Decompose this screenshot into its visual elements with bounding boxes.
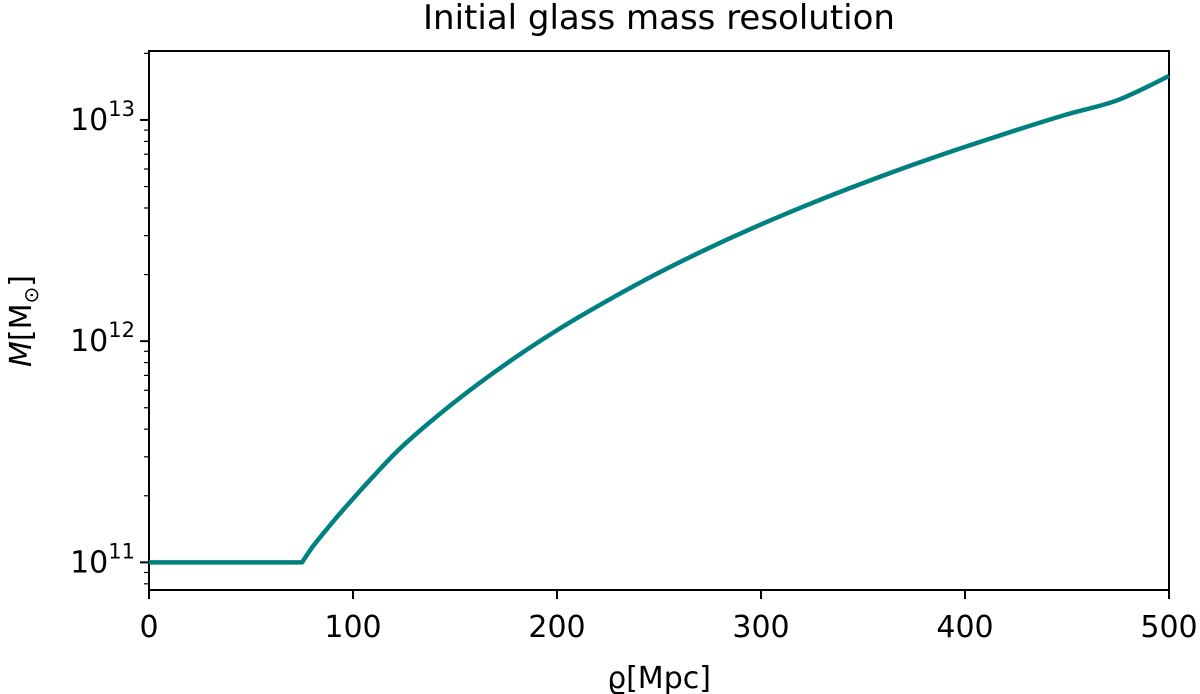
plot-frame [148,50,1170,591]
y-axis-label-open: [M [4,304,39,342]
y-tick-label: 1012 [70,318,135,359]
y-axis-label: M[M⊙] [4,275,43,367]
y-tick-label: 1013 [70,97,135,138]
y-tick-label: 1011 [70,539,135,580]
x-tick-label: 0 [139,610,158,645]
series-line [149,73,1170,565]
x-tick-label: 400 [936,610,993,645]
x-axis-label: ϱ[Mpc] [607,661,711,694]
y-axis-label-var: M [4,341,39,367]
y-axis-label-close: ] [4,275,39,287]
axis-ticks: 0 100 200 300 400 500 1011 1012 1013 [70,52,1198,645]
x-tick-label: 100 [324,610,381,645]
x-tick-label: 300 [732,610,789,645]
x-tick-label: 500 [1140,610,1197,645]
x-tick-label: 200 [528,610,585,645]
chart-title: Initial glass mass resolution [423,0,895,38]
y-axis-label-sub: ⊙ [19,287,43,304]
